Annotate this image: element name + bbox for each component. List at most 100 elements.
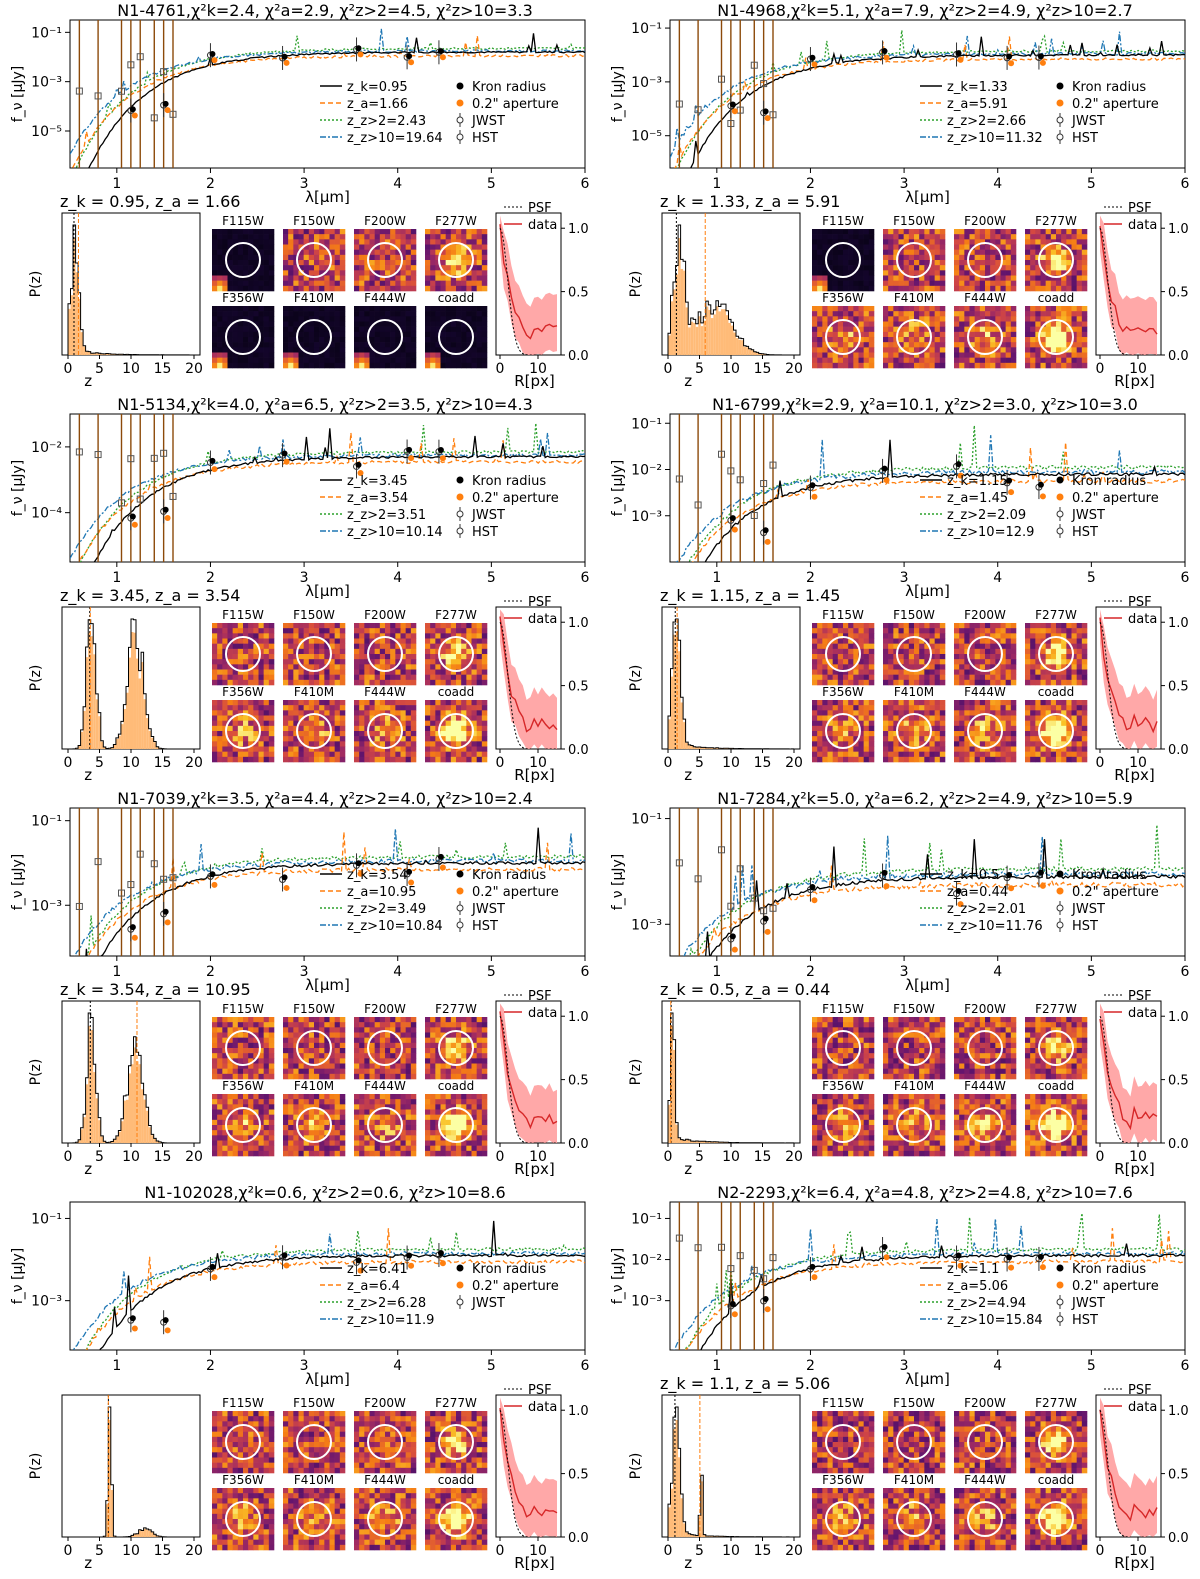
stamp-pixel — [288, 327, 293, 332]
stamp-pixel — [259, 245, 264, 250]
legend-label-za: z_a=1.45 — [947, 491, 1008, 506]
stamp-pixel — [435, 245, 440, 250]
stamp-pixel — [833, 255, 838, 260]
stamp-pixel — [466, 353, 471, 358]
object-panel-N1-4761: N1-4761,χ²k=2.4, χ²a=2.9, χ²z>2=4.5, χ²z… — [10, 1, 590, 390]
stamp-pixel — [385, 664, 390, 669]
stamp-pixel — [217, 358, 222, 363]
stamp-pixel — [375, 721, 380, 726]
legend-marker-aperture — [457, 100, 464, 107]
stamp-pixel — [243, 270, 248, 275]
stamp-pixel — [888, 281, 893, 286]
stamp-pixel — [864, 700, 869, 705]
stamp-pixel — [838, 311, 843, 316]
stamp-pixel — [883, 654, 888, 659]
stamp-pixel — [441, 731, 446, 736]
stamp-pixel — [1077, 239, 1082, 244]
stamp-pixel — [822, 363, 827, 368]
stamp-pixel — [1051, 644, 1056, 649]
stamp-pixel — [411, 670, 416, 675]
stamp-pixel — [1006, 311, 1011, 316]
stamp-pixel — [283, 670, 288, 675]
stamp-pixel — [364, 229, 369, 234]
stamp-pixel — [435, 628, 440, 633]
stamp-pixel — [264, 644, 269, 649]
stamp-pixel — [1041, 623, 1046, 628]
stamp-pixel — [335, 322, 340, 327]
stamp-pixel — [1077, 342, 1082, 347]
stamp-pixel — [253, 311, 258, 316]
stamp-pixel — [354, 255, 359, 260]
stamp-pixel — [435, 670, 440, 675]
stamp-pixel — [817, 752, 822, 757]
stamp-pixel — [425, 286, 430, 291]
stamp-label-F410M: F410M — [894, 685, 934, 699]
stamp-pixel — [319, 659, 324, 664]
stamp-pixel — [340, 670, 345, 675]
stamp-pixel — [859, 281, 864, 286]
stamp-pixel — [1046, 260, 1051, 265]
stamp-pixel — [883, 332, 888, 337]
kron-point — [763, 108, 769, 114]
stamp-pixel — [269, 654, 274, 659]
stamp-pixel — [456, 265, 461, 270]
stamp-pixel — [980, 260, 985, 265]
stamp-pixel — [1072, 306, 1077, 311]
stamp-pixel — [1006, 342, 1011, 347]
stamp-pixel — [380, 721, 385, 726]
stamp-pixel — [217, 245, 222, 250]
stamp-pixel — [838, 332, 843, 337]
stamp-pixel — [354, 322, 359, 327]
stamp-pixel — [864, 670, 869, 675]
stamp-pixel — [985, 623, 990, 628]
stamp-pixel — [354, 644, 359, 649]
stamp-pixel — [441, 234, 446, 239]
stamp-pixel — [340, 337, 345, 342]
stamp-pixel — [1066, 670, 1071, 675]
stamp-pixel — [1025, 322, 1030, 327]
stamp-pixel — [888, 260, 893, 265]
stamp-pixel — [1056, 260, 1061, 265]
stamp-pixel — [975, 628, 980, 633]
stamp-pixel — [838, 752, 843, 757]
stamp-pixel — [817, 363, 822, 368]
stamp-pixel — [446, 623, 451, 628]
stamp-pixel — [940, 322, 945, 327]
stamp-pixel — [425, 332, 430, 337]
stamp-pixel — [264, 747, 269, 752]
stamp-pixel — [319, 363, 324, 368]
stamp-pixel — [1056, 265, 1061, 270]
stamp-pixel — [1046, 332, 1051, 337]
stamp-pixel — [1041, 675, 1046, 680]
stamp-pixel — [1011, 229, 1016, 234]
stamp-pixel — [954, 311, 959, 316]
stamp-pixel — [335, 281, 340, 286]
stamp-pixel — [324, 649, 329, 654]
stamp-pixel — [838, 731, 843, 736]
sed-xtick-label: 2 — [806, 570, 815, 586]
stamp-pixel — [817, 747, 822, 752]
stamp-pixel — [283, 276, 288, 281]
stamp-pixel — [217, 239, 222, 244]
stamp-pixel — [919, 229, 924, 234]
stamp-pixel — [451, 327, 456, 332]
stamp-pixel — [364, 281, 369, 286]
stamp-pixel — [406, 265, 411, 270]
stamp-pixel — [233, 342, 238, 347]
stamp-pixel — [314, 358, 319, 363]
stamp-pixel — [1001, 229, 1006, 234]
stamp-pixel — [1082, 250, 1087, 255]
stamp-pixel — [228, 281, 233, 286]
stamp-label-F444W: F444W — [364, 291, 406, 305]
stamp-pixel — [930, 633, 935, 638]
stamp-pixel — [330, 747, 335, 752]
stamp-pixel — [970, 628, 975, 633]
stamp-pixel — [264, 670, 269, 675]
stamp-pixel — [990, 327, 995, 332]
stamp-pixel — [425, 664, 430, 669]
stamp-pixel — [269, 265, 274, 270]
stamp-pixel — [283, 736, 288, 741]
aperture-point — [1008, 60, 1014, 66]
stamp-pixel — [441, 752, 446, 757]
